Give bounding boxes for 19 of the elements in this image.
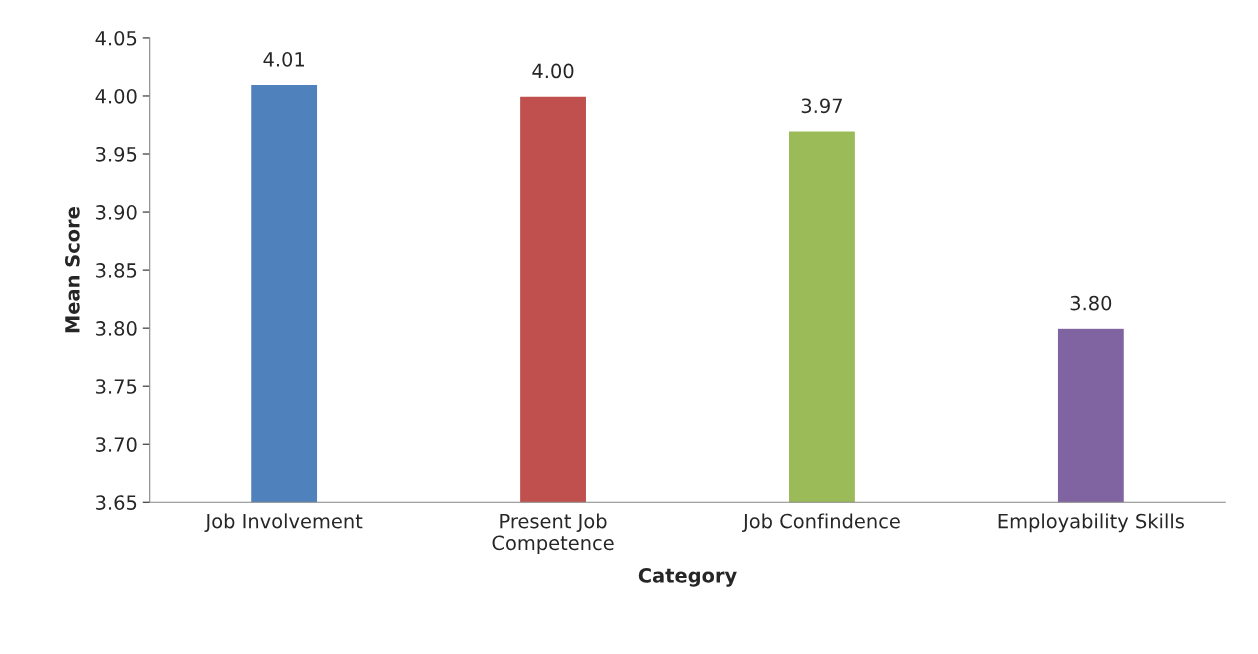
x-tick-label: Present Job Competence: [492, 513, 614, 554]
x-axis-title: Category: [638, 568, 737, 587]
x-tick-label: Job Involvement: [204, 513, 363, 533]
y-tick-label: 3.80: [96, 321, 137, 336]
y-tick-label: 3.95: [96, 146, 137, 162]
y-tick-label: 3.85: [96, 263, 137, 278]
y-tick-label: 3.90: [96, 205, 137, 220]
data-label: 4.00: [532, 63, 574, 79]
y-axis-title: Mean Score: [65, 207, 80, 333]
y-tick-label: 4.05: [95, 30, 137, 46]
data-label: 3.80: [1070, 295, 1112, 311]
y-tick-label: 3.70: [96, 437, 137, 452]
y-tick-label: 3.65: [96, 495, 137, 510]
x-tick-label: Employability Skills: [998, 513, 1184, 533]
data-label: 3.97: [801, 98, 842, 114]
x-tick-label: Job Confindence: [742, 513, 900, 533]
y-tick-label: 3.75: [96, 379, 137, 394]
y-tick-label: 4.00: [95, 88, 137, 104]
data-label: 4.01: [263, 52, 304, 67]
